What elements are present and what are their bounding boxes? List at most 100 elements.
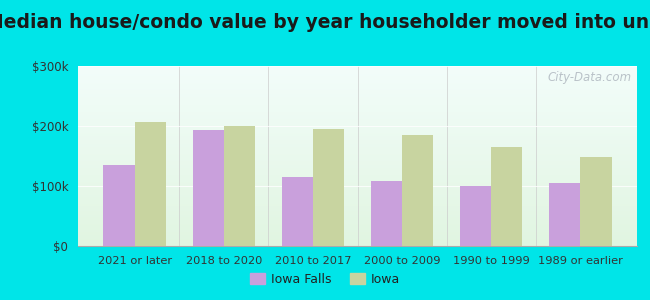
Bar [78,98,637,99]
Bar [78,124,637,125]
Bar [78,114,637,115]
Bar [78,83,637,84]
Bar [78,150,637,151]
Bar [135,122,166,246]
Bar [78,67,637,68]
Bar [78,206,637,207]
Bar [78,194,637,195]
Bar [78,91,637,92]
Bar [78,69,637,70]
Bar [78,72,637,73]
Bar [78,165,637,166]
Bar [78,99,637,100]
Bar [78,217,637,218]
Bar [78,179,637,180]
Bar [78,239,637,240]
Bar [78,155,637,156]
Bar [78,111,637,112]
Bar [78,154,637,155]
Bar [78,120,637,121]
Bar [78,234,637,235]
Bar [78,112,637,113]
Bar [78,184,637,185]
Bar [78,196,637,197]
Bar [78,166,637,167]
Bar [78,164,637,165]
Bar [78,93,637,94]
Bar [78,241,637,242]
Bar [78,187,637,188]
Bar [78,129,637,130]
Bar [103,165,135,246]
Bar [78,199,637,200]
Bar [78,176,637,177]
Bar [78,87,637,88]
Bar [78,85,637,86]
Bar [78,230,637,231]
Bar [78,229,637,230]
Bar [78,222,637,223]
Bar [78,160,637,161]
Bar [78,152,637,153]
Bar [78,186,637,187]
Bar [78,201,637,202]
Bar [78,191,637,192]
Bar [78,135,637,136]
Bar [78,167,637,168]
Bar [78,237,637,238]
Bar [78,173,637,174]
Bar [78,188,637,189]
Bar [78,88,637,89]
Bar [78,75,637,76]
Bar [78,134,637,135]
Bar [78,211,637,212]
Bar [78,227,637,228]
Bar [78,89,637,90]
Bar [78,214,637,215]
Bar [78,84,637,85]
Bar [78,143,637,144]
Bar [78,80,637,81]
Bar [78,151,637,152]
Bar [78,235,637,236]
Bar [78,160,637,161]
Bar [78,159,637,160]
Bar [78,168,637,169]
Bar [78,202,637,203]
Bar [192,130,224,246]
Bar [78,78,637,79]
Bar [78,162,637,163]
Bar [78,77,637,78]
Bar [78,118,637,119]
Bar [78,236,637,237]
Bar [78,137,637,138]
Bar [78,66,637,67]
Bar [78,109,637,110]
Bar [78,108,637,109]
Bar [78,144,637,145]
Bar [78,198,637,199]
Bar [78,76,637,77]
Bar [78,240,637,241]
Bar [78,183,637,184]
Bar [78,213,637,214]
Bar [78,223,637,224]
Bar [78,177,637,178]
Bar [78,105,637,106]
Bar [78,153,637,154]
Bar [78,232,637,233]
Bar [78,138,637,139]
Bar [78,107,637,108]
Bar [78,157,637,158]
Bar [78,119,637,120]
Bar [78,203,637,204]
Bar [78,215,637,216]
Bar [580,157,612,246]
Legend: Iowa Falls, Iowa: Iowa Falls, Iowa [244,268,406,291]
Bar [78,178,637,179]
Bar [78,219,637,220]
Bar [78,146,637,147]
Bar [78,145,637,146]
Bar [78,181,637,182]
Bar [78,74,637,75]
